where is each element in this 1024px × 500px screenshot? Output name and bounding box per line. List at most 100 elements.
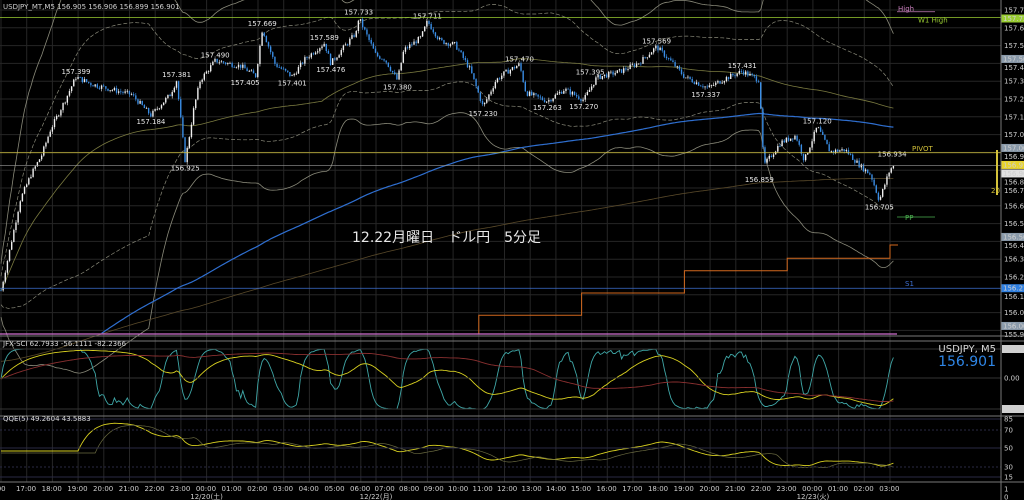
candle-bull xyxy=(28,178,30,185)
time-tick-label: 22:00 xyxy=(144,485,164,493)
candle-bear xyxy=(430,24,432,30)
price-tick-label: 156.875 xyxy=(1004,178,1024,186)
price-tick-label: 157.375 xyxy=(1004,78,1024,86)
candle-bull xyxy=(160,105,163,109)
candle-bear xyxy=(366,29,368,35)
candle-bear xyxy=(693,82,696,85)
candle-bull xyxy=(834,149,837,153)
candle-bull xyxy=(655,45,657,49)
swing-label-high: 157.490 xyxy=(201,52,230,60)
candle-bear xyxy=(702,86,704,88)
candle-bull xyxy=(830,150,833,152)
swing-label-low: 157.270 xyxy=(569,103,598,111)
candle-bull xyxy=(130,94,133,96)
price-highlight-label: 157.733 xyxy=(1003,15,1024,23)
candle-bull xyxy=(2,281,4,291)
price-highlight-label: 156.212 xyxy=(1003,285,1024,293)
time-tick-label: 04:00 xyxy=(299,485,319,493)
candle-bear xyxy=(372,43,375,49)
candle-bull xyxy=(201,79,203,82)
candle-bear xyxy=(578,96,580,100)
candle-bull xyxy=(804,154,807,161)
candle-bull xyxy=(676,66,678,68)
candle-bear xyxy=(770,155,773,157)
candle-bear xyxy=(120,91,122,93)
candle-bear xyxy=(822,131,824,135)
candle-bear xyxy=(691,78,693,83)
candle-bear xyxy=(276,63,278,67)
candle-bear xyxy=(269,46,272,53)
candle-bull xyxy=(710,85,713,87)
candle-bear xyxy=(96,84,98,88)
indicator1-scale-box xyxy=(1002,405,1024,413)
qqe-line xyxy=(1,422,894,467)
candle-bear xyxy=(244,64,246,69)
symbol-info: USDJPY_MT,M5 156.905 156.906 156.899 156… xyxy=(3,3,180,11)
candle-bull xyxy=(11,241,13,250)
swing-label-high: 156.934 xyxy=(878,151,907,159)
swing-label-high: 157.589 xyxy=(310,34,339,42)
candle-bear xyxy=(802,153,805,161)
moving-average-long xyxy=(0,177,894,362)
candle-bull xyxy=(152,110,154,117)
candle-bear xyxy=(543,100,546,103)
time-tick-label: 23:00 xyxy=(776,485,796,493)
price-highlight-label: 156.973 xyxy=(1003,161,1024,169)
price-tick-label: 157.075 xyxy=(1004,131,1024,139)
date-label: 12/22(月) xyxy=(360,493,393,500)
price-tick-label: 155.975 xyxy=(1004,331,1024,339)
candle-bear xyxy=(539,96,541,98)
candle-bull xyxy=(250,70,253,72)
candle-bull xyxy=(533,93,535,96)
indicator-overlays xyxy=(0,0,898,374)
candle-bear xyxy=(334,58,336,60)
swing-label-high: 157.395 xyxy=(576,69,605,77)
candle-bull xyxy=(610,71,612,73)
price-tick-label: 156.075 xyxy=(1004,309,1024,317)
candle-bear xyxy=(875,185,877,193)
swing-label-low: 157.184 xyxy=(136,118,165,126)
candle-bull xyxy=(736,73,738,76)
candle-bear xyxy=(719,81,721,84)
candle-bull xyxy=(308,57,310,59)
candle-bull xyxy=(864,169,867,172)
candle-bull xyxy=(563,90,565,94)
price-highlight-label: 157.500 xyxy=(1003,55,1024,63)
price-highlight-box xyxy=(1001,54,1024,63)
candle-bull xyxy=(342,45,345,51)
candle-bull xyxy=(685,77,687,79)
candle-bull xyxy=(730,73,732,80)
candle-bull xyxy=(860,164,862,168)
candle-bear xyxy=(481,101,484,105)
level-label: S1 xyxy=(905,280,914,288)
side-marker-bar xyxy=(996,150,998,195)
candle-bull xyxy=(811,141,813,148)
candle-bull xyxy=(139,100,141,104)
candle-bear xyxy=(783,140,785,143)
candle-bear xyxy=(254,73,257,78)
candle-bear xyxy=(411,44,413,46)
candle-bear xyxy=(180,99,182,118)
time-tick-label: 02:00 xyxy=(247,485,267,493)
candle-bull xyxy=(695,82,698,85)
candle-bull xyxy=(188,137,191,148)
candle-bull xyxy=(323,43,325,47)
candle-bear xyxy=(507,69,509,74)
candle-bull xyxy=(199,81,201,89)
price-highlight-box xyxy=(1001,169,1024,178)
time-tick-label: 20:00 xyxy=(93,485,113,493)
price-highlight-box xyxy=(1001,160,1024,169)
candle-bear xyxy=(475,79,477,87)
candle-bear xyxy=(327,50,330,54)
candle-bear xyxy=(625,68,627,70)
candle-bear xyxy=(757,81,760,83)
candle-bear xyxy=(513,67,516,69)
candle-bull xyxy=(890,168,892,173)
candle-bull xyxy=(113,88,116,91)
candle-bear xyxy=(599,74,601,79)
candle-bear xyxy=(88,81,90,83)
candle-bull xyxy=(36,162,39,167)
candle-bear xyxy=(524,81,526,92)
